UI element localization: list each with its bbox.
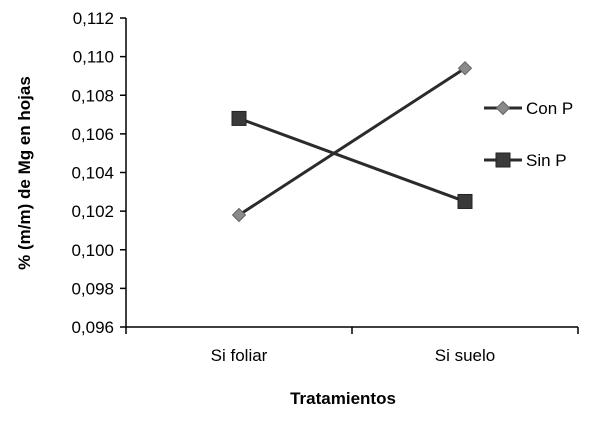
series-line bbox=[238, 117, 466, 203]
series-line bbox=[238, 66, 466, 217]
legend-item: Con P bbox=[484, 99, 573, 118]
data-point-marker bbox=[231, 207, 247, 223]
series-con-p bbox=[231, 61, 473, 223]
legend: Con P Sin P bbox=[484, 99, 573, 170]
series-group bbox=[231, 61, 473, 223]
data-point-marker bbox=[457, 193, 473, 209]
y-tick-label: 0,112 bbox=[73, 9, 114, 28]
x-axis-title: Tratamientos bbox=[290, 389, 396, 408]
x-ticks: Si foliar Si suelo bbox=[125, 327, 579, 365]
y-tick-label: 0,100 bbox=[71, 241, 114, 260]
y-tick-label: 0,104 bbox=[71, 164, 114, 183]
y-tick-label: 0,102 bbox=[71, 202, 114, 221]
y-tick-label: 0,106 bbox=[71, 125, 114, 144]
legend-label: Con P bbox=[526, 99, 573, 118]
y-ticks: 0,096 0,098 0,100 0,102 0,104 0,106 0,108 0,110… bbox=[71, 9, 126, 337]
y-tick-label: 0,096 bbox=[71, 318, 114, 337]
series-sin-p bbox=[231, 110, 473, 209]
data-point-marker bbox=[457, 61, 473, 76]
legend-marker bbox=[495, 152, 511, 168]
y-tick-label: 0,110 bbox=[73, 48, 114, 67]
x-tick-label: Si suelo bbox=[435, 346, 495, 365]
y-axis: 0,096 0,098 0,100 0,102 0,104 0,106 0,108 0,110… bbox=[71, 9, 127, 337]
legend-label: Sin P bbox=[526, 151, 567, 170]
y-tick-label: 0,108 bbox=[71, 86, 114, 105]
legend-item: Sin P bbox=[484, 151, 567, 170]
x-tick-label: Si foliar bbox=[211, 346, 268, 365]
y-tick-label: 0,098 bbox=[71, 279, 114, 298]
legend-marker bbox=[495, 100, 511, 116]
y-axis-title: % (m/m) de Mg en hojas bbox=[15, 76, 34, 270]
data-point-marker bbox=[231, 110, 247, 126]
x-axis: Si foliar Si suelo bbox=[125, 326, 579, 365]
